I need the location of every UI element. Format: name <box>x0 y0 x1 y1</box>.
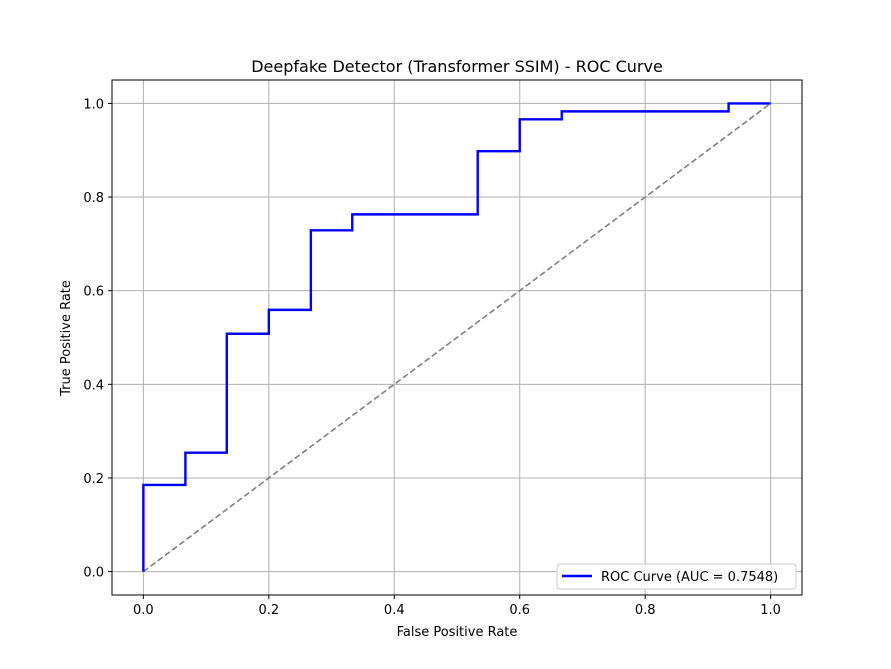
legend-label-roc: ROC Curve (AUC = 0.7548) <box>601 570 778 585</box>
plot-series <box>142 102 772 573</box>
y-tick-label: 1.0 <box>83 97 104 112</box>
x-tick-label: 0.4 <box>384 603 405 618</box>
y-tick-label: 0.4 <box>83 378 104 393</box>
y-tick-label: 0.8 <box>83 191 104 206</box>
y-tick-label: 0.0 <box>83 566 104 581</box>
x-tick-label: 0.2 <box>258 603 279 618</box>
x-tick-label: 1.0 <box>760 603 781 618</box>
plot-frame <box>111 79 803 596</box>
x-tick-label: 0.0 <box>133 603 154 618</box>
y-axis-label: True Positive Rate <box>59 280 74 397</box>
ticks: 0.0 0.2 0.4 0.6 0.8 1.0 0.0 0.2 0.4 0.6 0.8 1.0 <box>83 97 781 618</box>
x-tick-label: 0.8 <box>635 603 656 618</box>
legend: ROC Curve (AUC = 0.7548) <box>556 563 797 590</box>
chance-diagonal-line <box>142 102 772 573</box>
legend-box <box>556 563 797 590</box>
y-tick-label: 0.2 <box>83 472 104 487</box>
x-tick-label: 0.6 <box>509 603 530 618</box>
roc-curve-line <box>142 102 771 572</box>
y-tick-label: 0.6 <box>83 285 104 300</box>
chart-title: Deepfake Detector (Transformer SSIM) - R… <box>251 57 663 76</box>
x-axis-label: False Positive Rate <box>397 625 518 640</box>
